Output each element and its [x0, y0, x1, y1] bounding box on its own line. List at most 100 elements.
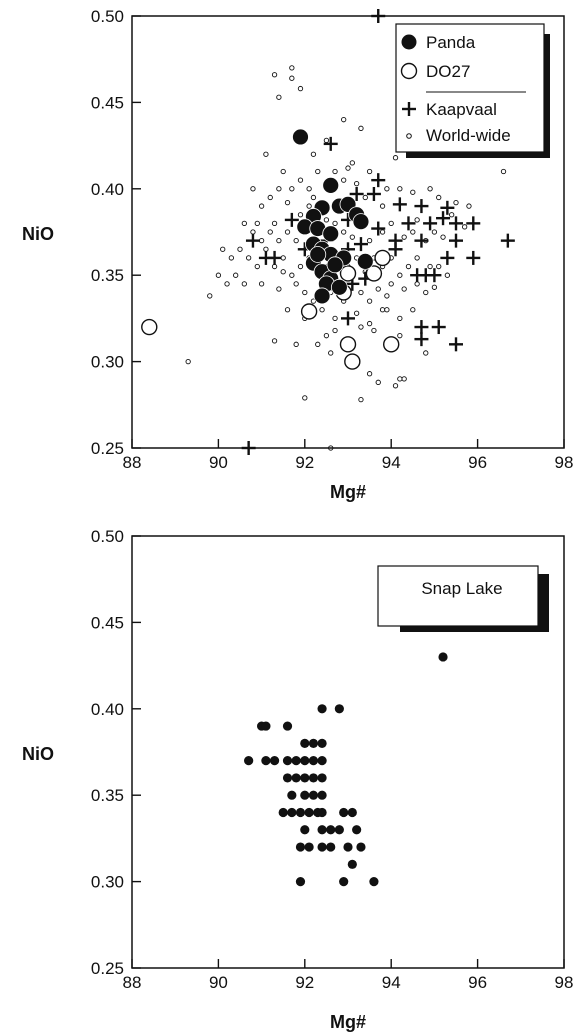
top-y-tick-label: 0.35 — [91, 266, 124, 285]
bottom-point-snap-lake — [295, 842, 306, 852]
bottom-point-snap-lake — [317, 825, 327, 835]
top-point-world-wide — [254, 220, 260, 227]
top-point-panda — [352, 213, 370, 231]
top-point-world-wide — [276, 186, 282, 192]
top-point-world-wide — [250, 186, 256, 192]
bottom-point-snap-lake — [317, 738, 327, 748]
top-point-world-wide — [366, 237, 373, 244]
top-point-world-wide — [289, 65, 295, 71]
bottom-point-snap-lake — [369, 877, 379, 887]
chart-top-plot-frame — [131, 15, 565, 449]
bottom-y-tick-label: 0.50 — [91, 527, 124, 546]
top-point-world-wide — [397, 272, 403, 278]
top-point-world-wide — [379, 229, 386, 235]
top-point-kaapvaal — [449, 233, 463, 248]
top-point-kaapvaal — [440, 250, 455, 265]
top-point-world-wide — [332, 327, 338, 334]
top-point-world-wide — [388, 220, 394, 227]
bottom-y-tick-label: 0.45 — [91, 613, 124, 632]
bottom-point-snap-lake — [339, 807, 349, 818]
top-point-world-wide — [289, 75, 295, 81]
top-point-panda — [326, 256, 344, 274]
bottom-point-snap-lake — [317, 704, 327, 714]
bottom-x-tick-label: 88 — [123, 973, 142, 992]
top-point-panda — [309, 246, 327, 263]
top-point-do27 — [365, 265, 383, 282]
top-point-kaapvaal — [284, 212, 299, 227]
bottom-point-snap-lake — [304, 807, 314, 818]
top-point-world-wide — [371, 327, 377, 334]
top-point-world-wide — [453, 199, 459, 206]
top-point-world-wide — [241, 281, 247, 287]
top-point-world-wide — [423, 289, 429, 296]
top-point-world-wide — [401, 376, 407, 382]
top-point-world-wide — [397, 333, 403, 339]
top-point-world-wide — [366, 371, 373, 377]
top-point-kaapvaal — [449, 216, 463, 231]
chart-bottom-x-axis-label: Mg# — [330, 1012, 366, 1032]
top-point-world-wide — [271, 72, 278, 78]
top-y-tick-label: 0.40 — [91, 180, 124, 199]
top-point-world-wide — [293, 237, 299, 244]
bottom-point-snap-lake — [317, 756, 327, 766]
top-point-world-wide — [397, 315, 403, 322]
top-point-world-wide — [397, 186, 403, 192]
top-point-world-wide — [358, 396, 364, 403]
bottom-point-snap-lake — [295, 877, 306, 887]
legend-snaplake-label: Snap Lake — [421, 579, 502, 598]
top-point-world-wide — [358, 125, 364, 131]
top-point-world-wide — [207, 293, 213, 299]
top-point-world-wide — [440, 234, 446, 240]
bottom-point-snap-lake — [300, 773, 310, 783]
top-point-world-wide — [310, 194, 317, 201]
top-point-panda — [330, 278, 348, 296]
top-point-world-wide — [215, 272, 222, 278]
chart-bottom-legend: Snap Lake — [377, 565, 549, 632]
top-point-world-wide — [392, 155, 399, 161]
bottom-point-snap-lake — [308, 738, 319, 748]
top-point-world-wide — [384, 186, 390, 192]
top-point-panda — [313, 287, 331, 305]
bottom-x-tick-label: 94 — [382, 973, 401, 992]
top-point-world-wide — [267, 194, 273, 201]
top-point-world-wide — [228, 255, 235, 261]
top-point-kaapvaal — [414, 332, 429, 347]
top-point-world-wide — [436, 263, 442, 270]
top-x-tick-label: 94 — [382, 453, 401, 472]
top-x-tick-label: 88 — [123, 453, 142, 472]
bottom-point-snap-lake — [282, 773, 293, 783]
top-point-world-wide — [379, 307, 386, 313]
top-point-world-wide — [414, 281, 420, 287]
bottom-point-snap-lake — [317, 773, 327, 783]
bottom-point-snap-lake — [308, 773, 319, 783]
top-point-world-wide — [284, 199, 291, 206]
bottom-point-snap-lake — [304, 842, 314, 852]
top-point-world-wide — [392, 383, 399, 389]
top-point-world-wide — [332, 220, 338, 227]
bottom-point-snap-lake — [308, 756, 319, 766]
top-point-world-wide — [444, 272, 451, 278]
top-point-world-wide — [332, 315, 338, 322]
top-point-world-wide — [185, 358, 191, 365]
top-point-world-wide — [302, 395, 308, 401]
top-point-world-wide — [258, 281, 265, 287]
top-point-world-wide — [302, 289, 308, 296]
top-point-world-wide — [401, 286, 407, 292]
top-point-kaapvaal — [440, 200, 455, 215]
top-point-kaapvaal — [449, 337, 463, 352]
legend-kaapvaal-label: Kaapvaal — [426, 100, 497, 119]
bottom-point-snap-lake — [347, 807, 357, 818]
legend-do27-marker — [400, 62, 418, 80]
chart-top-legend-box — [395, 23, 545, 153]
top-point-kaapvaal — [500, 233, 515, 248]
bottom-point-snap-lake — [343, 842, 353, 852]
bottom-point-snap-lake — [334, 825, 344, 835]
bottom-point-snap-lake — [295, 807, 306, 818]
top-point-world-wide — [410, 307, 416, 313]
top-point-world-wide — [310, 151, 317, 157]
top-point-world-wide — [410, 229, 416, 235]
top-point-world-wide — [461, 224, 468, 230]
top-point-world-wide — [358, 324, 364, 330]
bottom-point-snap-lake — [334, 704, 344, 714]
top-point-do27 — [383, 336, 400, 353]
